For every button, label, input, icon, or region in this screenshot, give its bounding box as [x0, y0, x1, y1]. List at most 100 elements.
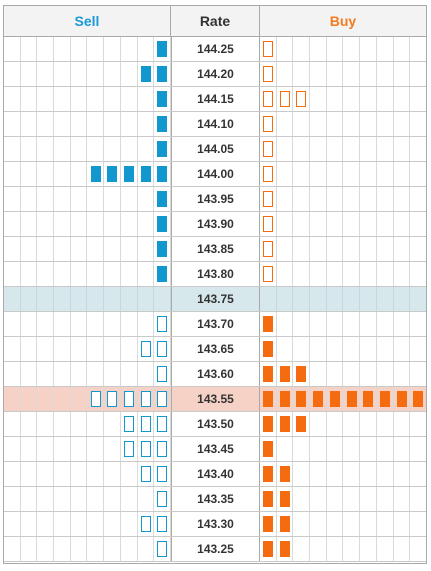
sell-cell[interactable]: [104, 37, 121, 61]
buy-cell[interactable]: [310, 287, 327, 311]
buy-cell[interactable]: [293, 87, 311, 111]
buy-cell[interactable]: [394, 487, 411, 511]
buy-cell[interactable]: [310, 37, 327, 61]
sell-cell[interactable]: [4, 212, 21, 236]
buy-cell[interactable]: [377, 37, 394, 61]
sell-cell[interactable]: [138, 362, 155, 386]
sell-cell[interactable]: [138, 437, 155, 461]
buy-cell[interactable]: [410, 537, 426, 561]
buy-cell[interactable]: [410, 312, 426, 336]
sell-cell[interactable]: [154, 437, 171, 461]
sell-cell[interactable]: [121, 387, 138, 411]
buy-cell[interactable]: [394, 312, 411, 336]
sell-cell[interactable]: [154, 387, 171, 411]
sell-cell[interactable]: [104, 262, 121, 286]
buy-cell[interactable]: [360, 87, 377, 111]
buy-cell[interactable]: [327, 87, 344, 111]
sell-cell[interactable]: [104, 187, 121, 211]
sell-cell[interactable]: [21, 412, 38, 436]
sell-cell[interactable]: [138, 412, 155, 436]
buy-cell[interactable]: [377, 237, 394, 261]
buy-cell[interactable]: [310, 312, 327, 336]
sell-cell[interactable]: [88, 512, 105, 536]
buy-cell[interactable]: [344, 412, 361, 436]
buy-cell[interactable]: [394, 62, 411, 86]
buy-cell[interactable]: [344, 512, 361, 536]
buy-cell[interactable]: [327, 287, 344, 311]
buy-cell[interactable]: [377, 512, 394, 536]
buy-cell[interactable]: [360, 362, 377, 386]
buy-cell[interactable]: [277, 512, 294, 536]
sell-cell[interactable]: [4, 137, 21, 161]
buy-cell[interactable]: [277, 412, 294, 436]
buy-cell[interactable]: [327, 487, 344, 511]
buy-cell[interactable]: [260, 137, 277, 161]
sell-cell[interactable]: [21, 62, 38, 86]
buy-cell[interactable]: [277, 187, 294, 211]
sell-cell[interactable]: [88, 487, 105, 511]
buy-cell[interactable]: [277, 62, 294, 86]
buy-cell[interactable]: [327, 262, 344, 286]
buy-cell[interactable]: [410, 162, 426, 186]
buy-cell[interactable]: [377, 537, 394, 561]
sell-cell[interactable]: [21, 287, 38, 311]
buy-cell[interactable]: [260, 87, 277, 111]
buy-cell[interactable]: [327, 512, 344, 536]
buy-cell[interactable]: [260, 437, 277, 461]
buy-cell[interactable]: [260, 387, 277, 411]
sell-cell[interactable]: [88, 337, 105, 361]
buy-cell[interactable]: [394, 287, 411, 311]
buy-cell[interactable]: [310, 112, 327, 136]
sell-cell[interactable]: [21, 237, 38, 261]
buy-cell[interactable]: [360, 162, 377, 186]
buy-cell[interactable]: [277, 287, 294, 311]
buy-cell[interactable]: [344, 62, 361, 86]
sell-cell[interactable]: [54, 212, 71, 236]
buy-cell[interactable]: [344, 212, 361, 236]
sell-cell[interactable]: [104, 487, 121, 511]
buy-cell[interactable]: [293, 312, 311, 336]
buy-cell[interactable]: [394, 262, 411, 286]
sell-cell[interactable]: [21, 212, 38, 236]
buy-cell[interactable]: [277, 362, 294, 386]
buy-cell[interactable]: [260, 212, 277, 236]
sell-cell[interactable]: [88, 87, 105, 111]
buy-cell[interactable]: [277, 387, 294, 411]
sell-cell[interactable]: [71, 362, 88, 386]
sell-cell[interactable]: [154, 462, 171, 486]
buy-cell[interactable]: [410, 412, 426, 436]
buy-cell[interactable]: [360, 262, 377, 286]
buy-cell[interactable]: [327, 162, 344, 186]
buy-cell[interactable]: [344, 187, 361, 211]
sell-cell[interactable]: [121, 512, 138, 536]
sell-cell[interactable]: [71, 187, 88, 211]
sell-cell[interactable]: [104, 87, 121, 111]
sell-cell[interactable]: [104, 137, 121, 161]
sell-cell[interactable]: [21, 312, 38, 336]
buy-cell[interactable]: [344, 387, 361, 411]
buy-cell[interactable]: [410, 487, 426, 511]
sell-cell[interactable]: [21, 437, 38, 461]
buy-cell[interactable]: [410, 137, 426, 161]
buy-cell[interactable]: [344, 487, 361, 511]
sell-cell[interactable]: [104, 237, 121, 261]
sell-cell[interactable]: [54, 87, 71, 111]
buy-cell[interactable]: [310, 487, 327, 511]
buy-cell[interactable]: [377, 487, 394, 511]
buy-cell[interactable]: [344, 237, 361, 261]
sell-cell[interactable]: [104, 312, 121, 336]
sell-cell[interactable]: [121, 112, 138, 136]
buy-cell[interactable]: [260, 37, 277, 61]
buy-cell[interactable]: [360, 512, 377, 536]
sell-cell[interactable]: [54, 62, 71, 86]
buy-cell[interactable]: [360, 537, 377, 561]
buy-cell[interactable]: [360, 412, 377, 436]
sell-cell[interactable]: [54, 387, 71, 411]
sell-cell[interactable]: [121, 262, 138, 286]
buy-cell[interactable]: [344, 337, 361, 361]
sell-cell[interactable]: [37, 512, 55, 536]
sell-cell[interactable]: [4, 237, 21, 261]
buy-cell[interactable]: [410, 187, 426, 211]
sell-cell[interactable]: [54, 237, 71, 261]
sell-cell[interactable]: [54, 287, 71, 311]
